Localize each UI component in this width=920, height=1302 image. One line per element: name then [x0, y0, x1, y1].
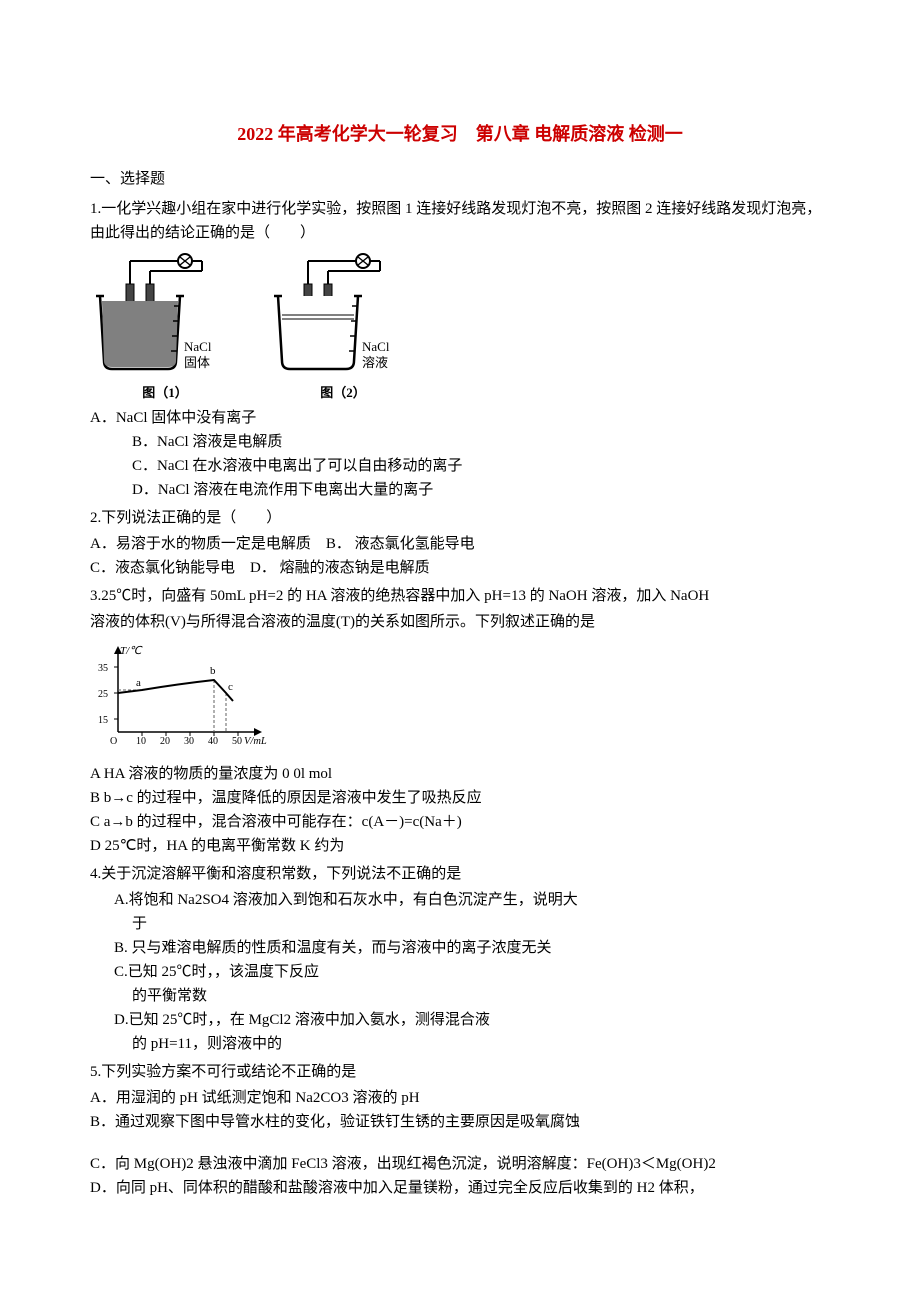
fig2-caption: 图（2）	[320, 383, 366, 404]
xtick-30: 30	[184, 736, 194, 747]
q5-option-c: C．向 Mg(OH)2 悬浊液中滴加 FeCl3 溶液，出现红褐色沉淀，说明溶解…	[90, 1152, 830, 1176]
q1-option-d: D．NaCl 溶液在电流作用下电离出大量的离子	[90, 478, 830, 502]
q1-option-a: A．NaCl 固体中没有离子	[90, 406, 830, 430]
q4-option-c-line1: C.已知 25℃时，，该温度下反应	[90, 960, 830, 984]
q1-figure-1: NaCl 固体 图（1）	[90, 251, 240, 404]
q4-option-b: B. 只与难溶电解质的性质和温度有关，而与溶液中的离子浓度无关	[90, 936, 830, 960]
q4-stem: 4.关于沉淀溶解平衡和溶度积常数，下列说法不正确的是	[90, 862, 830, 886]
q1-stem: 1.一化学兴趣小组在家中进行化学实验，按照图 1 连接好线路发现灯泡不亮，按照图…	[90, 197, 830, 245]
q4-option-a-line1: A.将饱和 Na2SO4 溶液加入到饱和石灰水中，有白色沉淀产生，说明大	[90, 888, 830, 912]
origin-label: O	[110, 736, 117, 747]
q5-option-a: A．用湿润的 pH 试纸测定饱和 Na2CO3 溶液的 pH	[90, 1086, 830, 1110]
q3-option-c: C a→b 的过程中，混合溶液中可能存在：c(A－)=c(Na＋)	[90, 810, 830, 834]
q1-figures-row: NaCl 固体 图（1）	[90, 251, 830, 404]
q1-option-b: B．NaCl 溶液是电解质	[90, 430, 830, 454]
fig1-caption: 图（1）	[142, 383, 188, 404]
temperature-volume-graph: 15 25 35 T/℃ O 10 20 30 40 50 V/mL	[90, 640, 270, 750]
xtick-40: 40	[208, 736, 218, 747]
ytick-25: 25	[98, 689, 108, 700]
ytick-35: 35	[98, 663, 108, 674]
q2-stem: 2.下列说法正确的是（ ）	[90, 506, 830, 530]
y-axis-label: T/℃	[120, 645, 143, 657]
q3-option-b: B b→c 的过程中，温度降低的原因是溶液中发生了吸热反应	[90, 786, 830, 810]
q4-option-d-line1: D.已知 25℃时，，在 MgCl2 溶液中加入氨水，测得混合液	[90, 1008, 830, 1032]
q5-stem: 5.下列实验方案不可行或结论不正确的是	[90, 1060, 830, 1084]
q4-option-c-line2: 的平衡常数	[90, 984, 830, 1008]
xtick-50: 50	[232, 736, 242, 747]
q5-option-b: B．通过观察下图中导管水柱的变化，验证铁钉生锈的主要原因是吸氧腐蚀	[90, 1110, 830, 1134]
fig2-state-label: 溶液	[362, 355, 388, 370]
xtick-10: 10	[136, 736, 146, 747]
section-heading: 一、选择题	[90, 167, 830, 191]
fig1-substance-label: NaCl	[184, 339, 212, 354]
beaker-solution-diagram: NaCl 溶液	[268, 251, 418, 381]
q3-stem-line1: 3.25℃时，向盛有 50mL pH=2 的 HA 溶液的绝热容器中加入 pH=…	[90, 584, 830, 608]
fig1-state-label: 固体	[184, 355, 210, 370]
x-axis-label: V/mL	[244, 736, 267, 747]
fig2-substance-label: NaCl	[362, 339, 390, 354]
blank-line	[90, 1134, 830, 1152]
q2-options-cd: C．液态氯化钠能导电 D． 熔融的液态钠是电解质	[90, 556, 830, 580]
point-c-label: c	[228, 681, 233, 693]
point-a-label: a	[136, 677, 141, 689]
solid-fill	[102, 301, 178, 367]
q1-figure-2: NaCl 溶液 图（2）	[268, 251, 418, 404]
q3-option-a: A HA 溶液的物质的量浓度为 0 0l mol	[90, 762, 830, 786]
q2-options-ab: A．易溶于水的物质一定是电解质 B． 液态氯化氢能导电	[90, 532, 830, 556]
q3-stem-line2: 溶液的体积(V)与所得混合溶液的温度(T)的关系如图所示。下列叙述正确的是	[90, 610, 830, 634]
page-title: 2022 年高考化学大一轮复习 第八章 电解质溶液 检测一	[90, 120, 830, 149]
q1-option-c: C．NaCl 在水溶液中电离出了可以自由移动的离子	[90, 454, 830, 478]
q4-option-a-line2: 于	[90, 912, 830, 936]
q5-option-d: D．向同 pH、同体积的醋酸和盐酸溶液中加入足量镁粉，通过完全反应后收集到的 H…	[90, 1176, 830, 1200]
xtick-20: 20	[160, 736, 170, 747]
beaker-solid-diagram: NaCl 固体	[90, 251, 240, 381]
q3-option-d: D 25℃时，HA 的电离平衡常数 K 约为	[90, 834, 830, 858]
q3-graph: 15 25 35 T/℃ O 10 20 30 40 50 V/mL	[90, 640, 830, 758]
q4-option-d-line2: 的 pH=11，则溶液中的	[90, 1032, 830, 1056]
point-b-label: b	[210, 665, 216, 677]
ytick-15: 15	[98, 715, 108, 726]
